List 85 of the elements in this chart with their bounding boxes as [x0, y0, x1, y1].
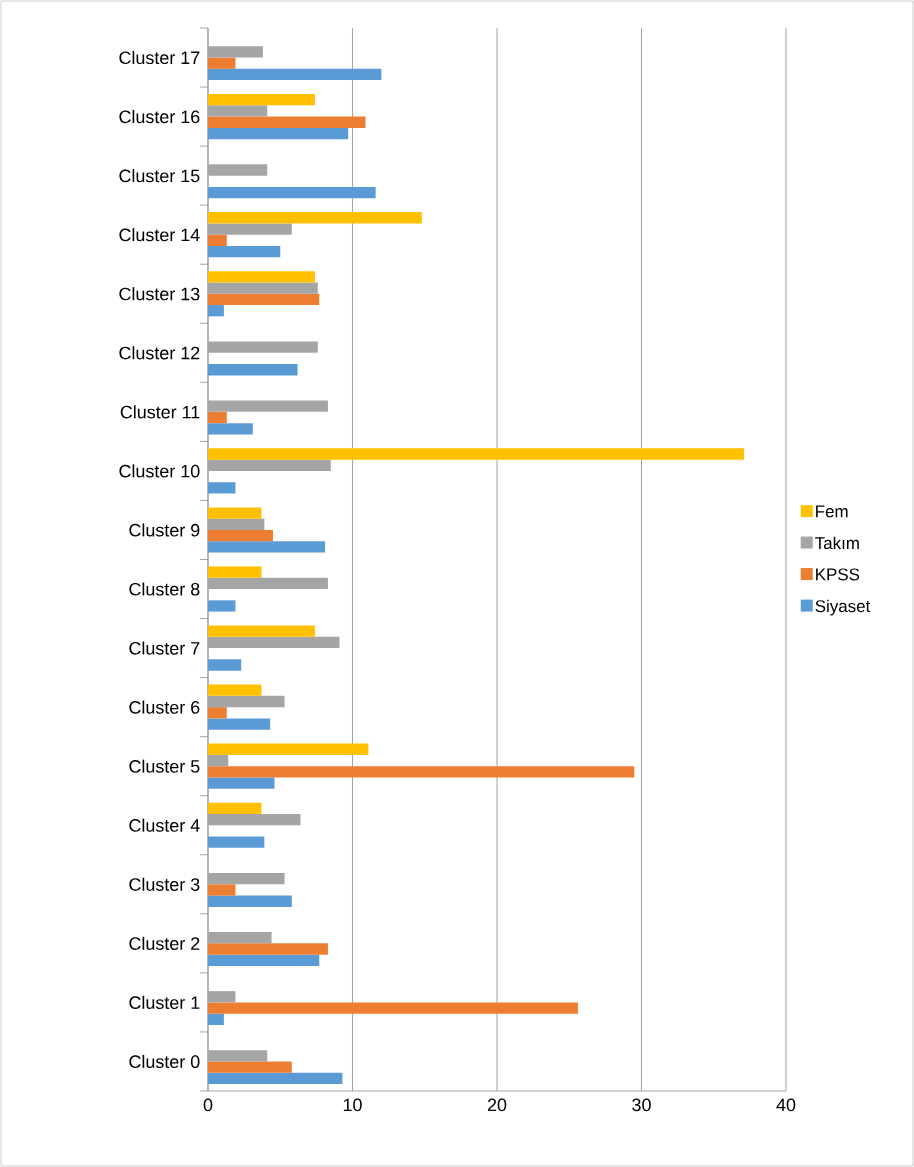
bar — [208, 802, 262, 814]
y-tick-label: Cluster 8 — [129, 582, 200, 596]
y-tick-label: Cluster 0 — [129, 1054, 200, 1069]
legend-label: Takım — [815, 536, 859, 550]
y-tick-label: Cluster 4 — [129, 818, 200, 832]
bar — [208, 600, 236, 612]
bar — [208, 245, 281, 258]
bar — [208, 1002, 578, 1014]
bar — [208, 127, 349, 140]
bar — [208, 518, 265, 530]
bar — [208, 707, 227, 719]
y-tick-label: Cluster 17 — [119, 50, 200, 65]
bar — [208, 577, 328, 590]
bar — [208, 766, 635, 778]
bar — [208, 68, 382, 81]
y-tick-label: Cluster 16 — [119, 110, 200, 124]
bar — [208, 271, 315, 283]
y-tick-label: Cluster 5 — [129, 759, 200, 773]
bar — [208, 1050, 268, 1062]
bar — [208, 695, 285, 708]
bar — [208, 932, 272, 944]
y-tick-label: Cluster 10 — [119, 464, 200, 478]
x-tick-label: 20 — [487, 1098, 507, 1112]
bar — [208, 46, 263, 58]
bar — [208, 1061, 292, 1073]
bar — [208, 364, 298, 376]
bar — [208, 566, 262, 578]
bar — [208, 777, 275, 789]
bar — [208, 659, 242, 671]
bar — [208, 684, 262, 696]
bar — [208, 943, 328, 955]
y-tick-label: Cluster 3 — [129, 877, 200, 891]
bar — [208, 234, 227, 246]
legend-label: KPSS — [816, 568, 860, 581]
bar — [208, 1013, 224, 1025]
x-tick-label: 30 — [632, 1098, 651, 1112]
bar — [208, 411, 227, 424]
bar — [208, 400, 328, 412]
y-tick-label: Cluster 14 — [119, 228, 200, 242]
bar — [208, 1072, 343, 1085]
y-tick-label: Cluster 15 — [119, 169, 200, 183]
bar — [208, 423, 253, 435]
bar — [208, 105, 268, 117]
y-tick-label: Cluster 1 — [129, 995, 200, 1009]
x-tick-label: 40 — [776, 1098, 796, 1112]
bar — [208, 873, 285, 885]
bar — [208, 116, 366, 128]
y-tick-label: Cluster 12 — [119, 346, 200, 360]
bar — [208, 991, 236, 1003]
bar — [208, 754, 229, 767]
x-tick-label: 10 — [343, 1098, 362, 1112]
bar — [208, 94, 315, 106]
bar — [208, 293, 320, 306]
bar — [208, 223, 292, 235]
bar — [208, 743, 369, 755]
bar — [208, 448, 745, 460]
y-tick-label: Cluster 6 — [129, 700, 200, 714]
bar — [208, 718, 271, 730]
legend-label: Fem — [816, 505, 848, 518]
bar — [208, 529, 274, 542]
bar — [208, 954, 320, 966]
y-tick-label: Cluster 9 — [129, 523, 200, 537]
bar — [208, 636, 340, 649]
legend-label: Siyaset — [815, 599, 871, 616]
bar — [208, 895, 292, 907]
bar — [208, 186, 376, 199]
bar — [208, 341, 318, 353]
bar — [208, 625, 315, 637]
bar — [208, 813, 301, 826]
bar — [208, 507, 262, 519]
bar — [208, 305, 224, 317]
y-tick-label: Cluster 11 — [120, 405, 200, 419]
bar — [208, 459, 331, 471]
y-tick-label: Cluster 13 — [119, 287, 200, 301]
bar — [208, 884, 236, 896]
y-tick-label: Cluster 2 — [129, 936, 200, 950]
y-tick-label: Cluster 7 — [129, 641, 200, 655]
bar — [208, 57, 236, 69]
bar — [208, 212, 422, 224]
bar — [208, 541, 326, 553]
bar — [208, 282, 318, 294]
bar — [208, 836, 265, 848]
bar — [208, 164, 268, 176]
bar — [208, 482, 236, 494]
x-tick-label: 0 — [203, 1098, 213, 1112]
